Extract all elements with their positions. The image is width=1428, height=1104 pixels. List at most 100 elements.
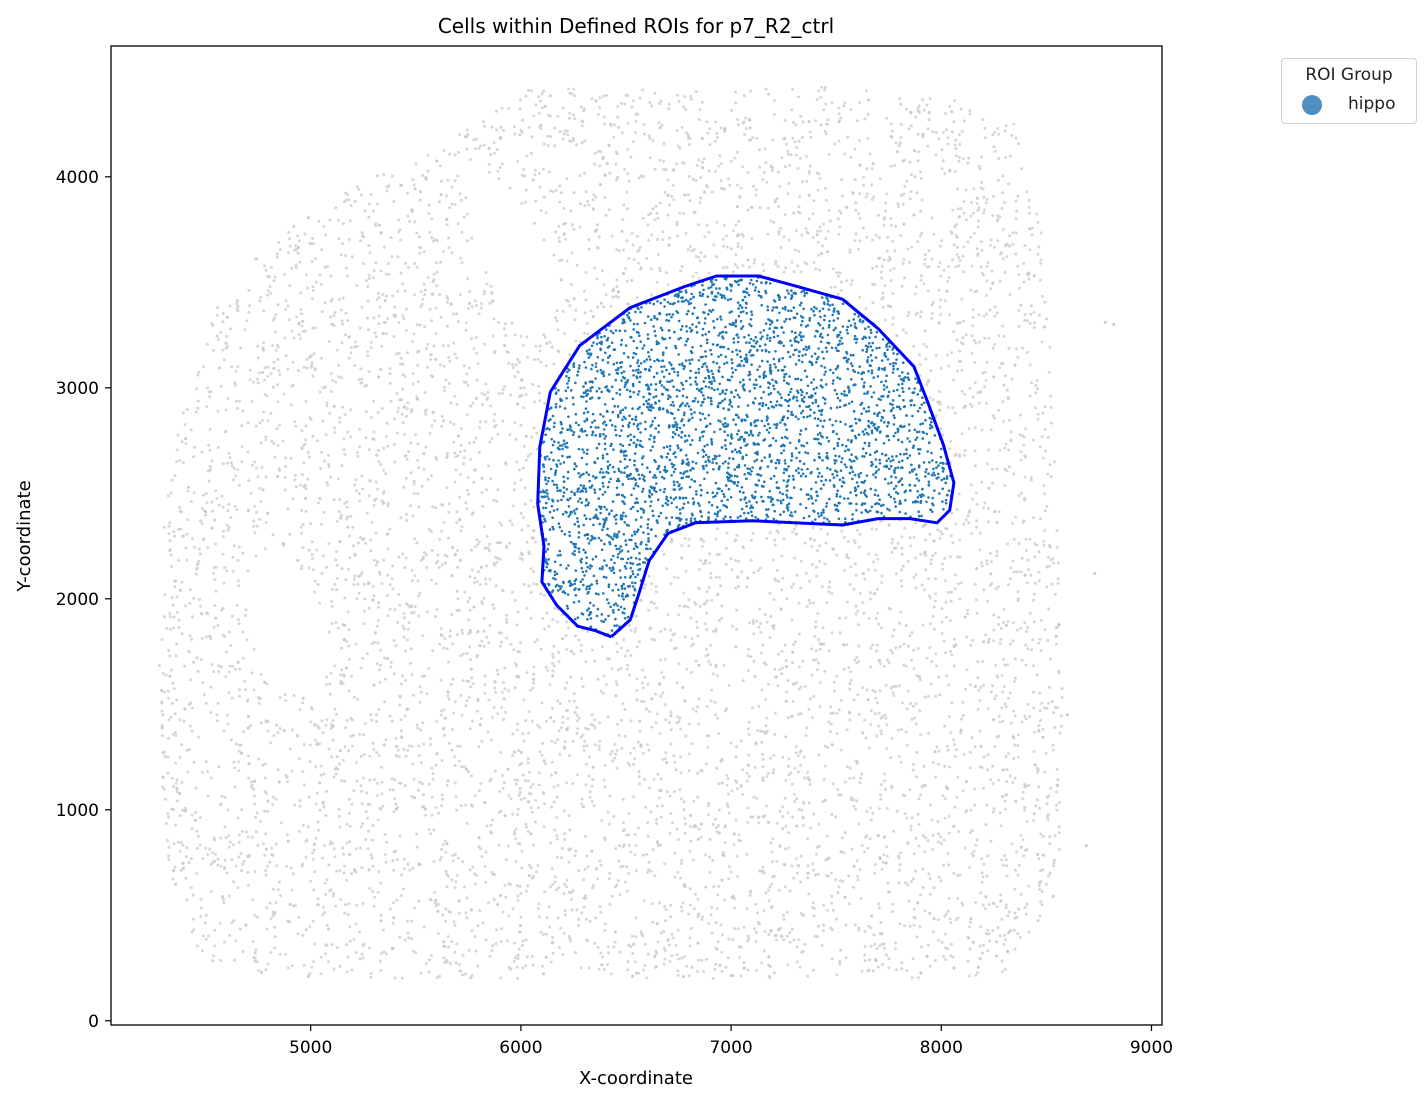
background-cell-point <box>641 934 645 938</box>
background-cell-point <box>442 726 446 730</box>
background-cell-point <box>578 202 582 206</box>
chart-title: Cells within Defined ROIs for p7_R2_ctrl <box>438 14 834 38</box>
background-cell-point <box>873 872 877 875</box>
background-cell-point <box>937 875 941 879</box>
background-cell-point <box>341 758 345 762</box>
background-cell-point <box>734 223 738 227</box>
background-cell-point <box>717 552 721 556</box>
background-cell-point <box>459 198 463 202</box>
background-cell-point <box>184 442 188 446</box>
background-cell-point <box>376 487 379 491</box>
background-cell-point <box>398 694 402 698</box>
background-cell-point <box>433 419 437 423</box>
background-cell-point <box>246 450 250 454</box>
background-cell-point <box>499 750 503 754</box>
background-cell-point <box>492 606 496 610</box>
background-cell-point <box>368 946 371 950</box>
background-cell-point <box>785 910 789 914</box>
background-cell-point <box>453 203 457 206</box>
background-cell-point <box>549 189 552 193</box>
background-cell-point <box>642 122 646 126</box>
background-cell-point <box>321 802 325 805</box>
background-cell-point <box>876 213 880 217</box>
background-cell-point <box>360 952 364 956</box>
background-cell-point <box>934 775 938 779</box>
background-cell-point <box>901 159 905 163</box>
background-cell-point <box>493 769 497 773</box>
background-cell-point <box>889 268 893 272</box>
background-cell-point <box>909 702 912 705</box>
background-cell-point <box>1040 701 1044 705</box>
background-cell-point <box>321 856 325 860</box>
background-cell-point <box>582 905 586 909</box>
background-cell-point <box>889 164 893 168</box>
background-cell-point <box>978 548 982 552</box>
background-cell-point <box>749 655 753 659</box>
background-cell-point <box>333 664 337 668</box>
background-cell-point <box>703 601 707 605</box>
background-cell-point <box>874 528 878 531</box>
background-cell-point <box>402 432 406 436</box>
background-cell-point <box>383 700 387 704</box>
background-cell-point <box>194 410 198 414</box>
background-cell-point <box>362 537 366 541</box>
background-cell-point <box>172 687 176 691</box>
background-cell-point <box>806 771 810 774</box>
background-cell-point <box>376 619 380 622</box>
background-cell-point <box>948 765 951 769</box>
background-cell-point <box>348 219 352 223</box>
background-cell-point <box>233 381 237 385</box>
background-cell-point <box>1046 813 1050 817</box>
background-cell-point <box>964 518 968 522</box>
background-cell-point <box>940 532 944 536</box>
background-cell-point <box>232 544 236 548</box>
background-cell-point <box>382 950 386 954</box>
background-cell-point <box>714 120 717 124</box>
background-cell-point <box>247 311 251 314</box>
background-cell-point <box>531 686 535 690</box>
background-cell-point <box>515 623 519 627</box>
background-cell-point <box>173 585 177 589</box>
background-cell-point <box>934 130 938 134</box>
background-cell-point <box>1035 387 1039 391</box>
background-cell-point <box>1038 914 1042 918</box>
background-cell-point <box>700 100 704 104</box>
background-cell-point <box>430 319 433 323</box>
background-cell-point <box>580 802 584 806</box>
background-cell-point <box>991 414 995 417</box>
background-cell-point <box>508 519 512 523</box>
background-cell-point <box>388 607 392 611</box>
background-cell-point <box>746 727 750 731</box>
background-cell-point <box>1041 456 1045 460</box>
background-cell-point <box>742 94 746 97</box>
background-cell-point <box>890 541 894 545</box>
background-cell-point <box>249 780 253 784</box>
background-cell-point <box>653 91 657 95</box>
background-cell-point <box>406 748 410 752</box>
background-cell-point <box>204 921 207 925</box>
background-cell-point <box>417 744 421 748</box>
background-cell-point <box>392 810 396 814</box>
background-cell-point <box>405 638 409 642</box>
background-cell-point <box>979 390 983 394</box>
background-cell-point <box>792 792 796 796</box>
background-cell-point <box>428 230 432 234</box>
background-cell-point <box>331 587 334 591</box>
background-cell-point <box>1005 780 1009 784</box>
background-cell-point <box>166 755 170 759</box>
background-cell-point <box>606 715 610 719</box>
background-cell-point <box>227 834 231 838</box>
background-cell-point <box>1013 887 1017 891</box>
background-cell-point <box>553 875 557 879</box>
background-cell-point <box>832 689 836 693</box>
background-cell-point <box>962 211 966 215</box>
background-cell-point <box>422 282 426 286</box>
background-cell-point <box>1047 370 1051 374</box>
background-cell-point <box>262 341 266 345</box>
background-cell-point <box>1027 568 1031 572</box>
background-cell-point <box>654 204 658 208</box>
background-cell-point <box>278 468 281 472</box>
background-cell-point <box>980 564 984 568</box>
background-cell-point <box>995 311 999 315</box>
background-cell-point <box>912 575 916 579</box>
